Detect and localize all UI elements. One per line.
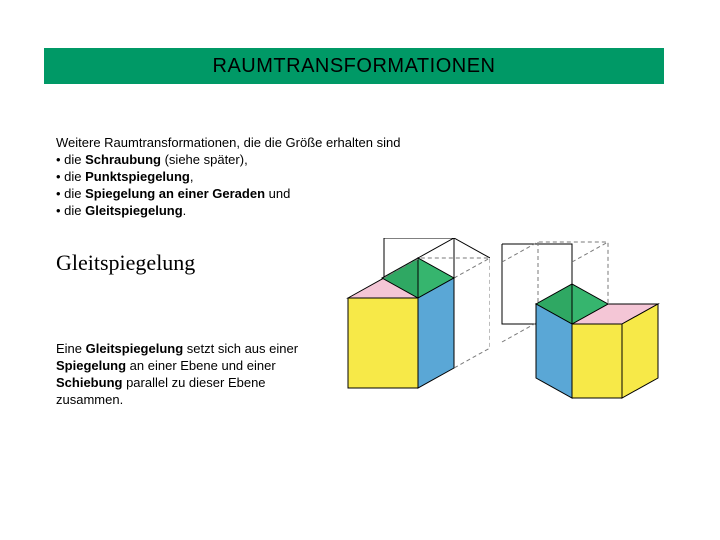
- p-b2: Spiegelung: [56, 358, 126, 373]
- b1-post: (siehe später),: [161, 152, 248, 167]
- b1-bold: Schraubung: [85, 152, 161, 167]
- b2-post: ,: [190, 169, 194, 184]
- p-b3: Schiebung: [56, 375, 122, 390]
- figure-transformed: [500, 238, 660, 404]
- wire: [572, 238, 608, 244]
- p-b1: Gleitspiegelung: [86, 341, 184, 356]
- blue-right: [418, 278, 454, 388]
- title-bar: RAUMTRANSFORMATIONEN: [44, 48, 664, 84]
- b2-bold: Punktspiegelung: [85, 169, 190, 184]
- b4-bold: Gleitspiegelung: [85, 203, 183, 218]
- wire: [454, 258, 490, 368]
- paragraph: Eine Gleitspiegelung setzt sich aus eine…: [56, 340, 306, 408]
- wire: [572, 242, 608, 262]
- b2-pre: die: [64, 169, 85, 184]
- subheading: Gleitspiegelung: [56, 250, 195, 276]
- b4-post: .: [183, 203, 187, 218]
- b3-bold: Spiegelung an einer Geraden: [85, 186, 265, 201]
- b3-pre: die: [64, 186, 85, 201]
- intro-lead: Weitere Raumtransformationen, die die Gr…: [56, 135, 400, 150]
- intro-block: Weitere Raumtransformationen, die die Gr…: [56, 134, 400, 219]
- p-t3: an einer Ebene und einer: [126, 358, 276, 373]
- figure-original: [330, 238, 490, 404]
- yellow-front: [572, 324, 622, 398]
- yellow-front: [348, 298, 418, 388]
- b3-post: und: [265, 186, 290, 201]
- slide-title: RAUMTRANSFORMATIONEN: [213, 55, 496, 78]
- p-t1: Eine: [56, 341, 86, 356]
- b4-pre: die: [64, 203, 85, 218]
- b1-pre: die: [64, 152, 85, 167]
- p-t2: setzt sich aus einer: [183, 341, 298, 356]
